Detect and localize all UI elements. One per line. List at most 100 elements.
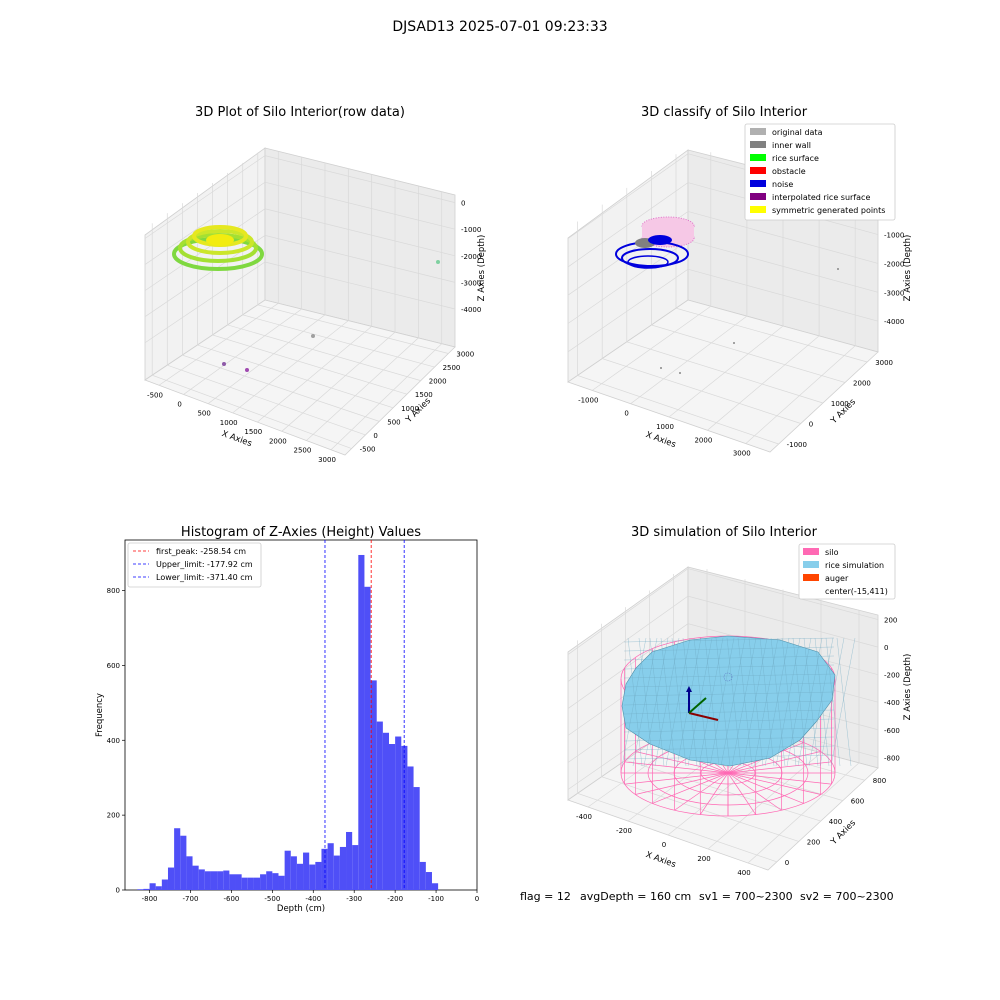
y-tick-label: 0 xyxy=(116,887,120,895)
footer-status: flag = 12 avgDepth = 160 cm sv1 = 700~23… xyxy=(520,890,894,903)
footer-sv2: sv2 = 700~2300 xyxy=(800,890,894,903)
mesh-line xyxy=(770,637,786,767)
histogram-reference-lines xyxy=(324,540,405,890)
plot4-legend: silo rice simulation auger center(-15,411) xyxy=(798,543,896,600)
panel-histogram[interactable]: Histogram of Z-Axies (Height) Values -80… xyxy=(95,525,479,914)
histogram-y-label: Frequency xyxy=(95,693,105,737)
x-tick-label: 0 xyxy=(662,841,666,849)
z-tick-label: -200 xyxy=(884,672,900,680)
x-tick-label: 0 xyxy=(624,410,628,418)
legend-swatch xyxy=(803,548,819,555)
mesh-line xyxy=(623,736,835,742)
panel-simulation-3d-plot[interactable]: 3D simulation of Silo Interior -400 -200 0… xyxy=(567,525,913,877)
histogram-bar xyxy=(223,870,230,890)
legend-swatch xyxy=(750,128,766,135)
mesh-line xyxy=(786,637,812,767)
x-tick-label: 400 xyxy=(737,869,750,877)
panel-raw-3d-plot[interactable]: 3D Plot of Silo Interior(row data) -500 0… xyxy=(144,105,487,464)
z-tick-label: -800 xyxy=(884,754,900,762)
plot2-x-label: X Axies xyxy=(644,430,677,450)
histogram-bar xyxy=(143,888,150,890)
grid-line xyxy=(592,152,712,391)
histogram-bar xyxy=(161,879,168,890)
y-tick-label: 1000 xyxy=(401,405,419,413)
y-tick-label: 2000 xyxy=(853,380,871,388)
mesh-line xyxy=(819,637,845,767)
plot2-x-ticks: -1000 0 1000 2000 3000 xyxy=(578,396,751,457)
y-tick-label: 3000 xyxy=(456,350,474,358)
histogram-bar xyxy=(395,736,402,890)
x-tick-label: 0 xyxy=(475,895,479,903)
histogram-bar xyxy=(284,850,291,890)
legend-swatch xyxy=(750,180,766,187)
silo-floor-spoke xyxy=(727,751,821,774)
plot2-y-ticks: -1000 0 1000 2000 3000 xyxy=(787,359,893,449)
y-tick-label: 400 xyxy=(107,737,120,745)
plot2-pane-floor xyxy=(567,299,879,453)
mesh-line xyxy=(792,637,808,767)
mesh-line xyxy=(623,664,835,670)
histogram-bars xyxy=(137,554,439,890)
histogram-bar xyxy=(137,889,144,890)
grid-line xyxy=(207,162,326,404)
silo-floor-spoke xyxy=(652,772,729,804)
mesh-line xyxy=(720,637,746,767)
x-tick-label: -1000 xyxy=(578,396,598,404)
y-tick-label: 600 xyxy=(107,662,120,670)
grid-line xyxy=(306,185,419,441)
grid-line xyxy=(745,191,856,444)
silo-floor-spoke xyxy=(727,772,782,811)
grid-line xyxy=(567,211,879,296)
plot1-title: 3D Plot of Silo Interior(row data) xyxy=(195,105,405,120)
mesh-line xyxy=(709,637,735,767)
plot1-z-label: Z Axies (Depth) xyxy=(477,235,487,302)
grid-line xyxy=(158,151,279,386)
mesh-line xyxy=(671,637,687,767)
histogram-bar xyxy=(376,721,383,890)
panel-classify-3d-plot[interactable]: 3D classify of Silo Interior -1000 0 1000 2… xyxy=(567,105,913,458)
mesh-line xyxy=(742,637,768,767)
silo-floor-spoke xyxy=(700,772,729,815)
histogram-bar xyxy=(198,869,205,890)
histogram-bar xyxy=(315,861,322,890)
silo-floor-spoke xyxy=(727,772,804,804)
legend-label: symmetric generated points xyxy=(772,206,885,215)
histogram-bar xyxy=(413,787,420,890)
grid-line xyxy=(227,172,421,381)
mesh-line xyxy=(753,637,779,767)
auger-axes xyxy=(686,672,733,721)
legend-label: silo xyxy=(825,548,839,557)
grid-line xyxy=(601,204,801,424)
legend-label: first_peak: -258.54 cm xyxy=(156,547,246,556)
silo-floor-spoke xyxy=(635,772,729,795)
histogram-bar xyxy=(217,871,224,890)
mesh-line xyxy=(803,637,819,767)
z-tick-label: -4000 xyxy=(884,318,904,326)
legend-label: obstacle xyxy=(772,167,806,176)
histogram-bar xyxy=(425,872,432,890)
mesh-line xyxy=(814,637,830,767)
histogram-bar xyxy=(333,855,340,890)
x-tick-label: -100 xyxy=(428,895,444,903)
histogram-bar xyxy=(155,886,162,890)
x-tick-label: 3000 xyxy=(733,450,751,458)
grid-line xyxy=(747,609,860,864)
plot2-z-label: Z Axies (Depth) xyxy=(903,235,913,302)
plot4-x-label: X Axies xyxy=(644,850,677,870)
legend-label: center(-15,411) xyxy=(825,587,888,596)
mesh-line xyxy=(621,637,647,767)
legend-label: Upper_limit: -177.92 cm xyxy=(156,560,253,569)
histogram-bar xyxy=(235,874,242,890)
mesh-line xyxy=(737,637,753,767)
grid-line xyxy=(567,268,879,353)
legend-swatch xyxy=(750,206,766,213)
x-tick-label: 1000 xyxy=(220,419,238,427)
z-tick-label: -1000 xyxy=(884,232,904,240)
histogram-bar xyxy=(419,861,426,890)
y-tick-label: 200 xyxy=(807,838,820,846)
legend-label: rice surface xyxy=(772,154,819,163)
mesh-line xyxy=(660,637,676,767)
z-tick-label: -400 xyxy=(884,699,900,707)
mesh-line xyxy=(759,637,775,767)
histogram-bar xyxy=(407,766,414,890)
